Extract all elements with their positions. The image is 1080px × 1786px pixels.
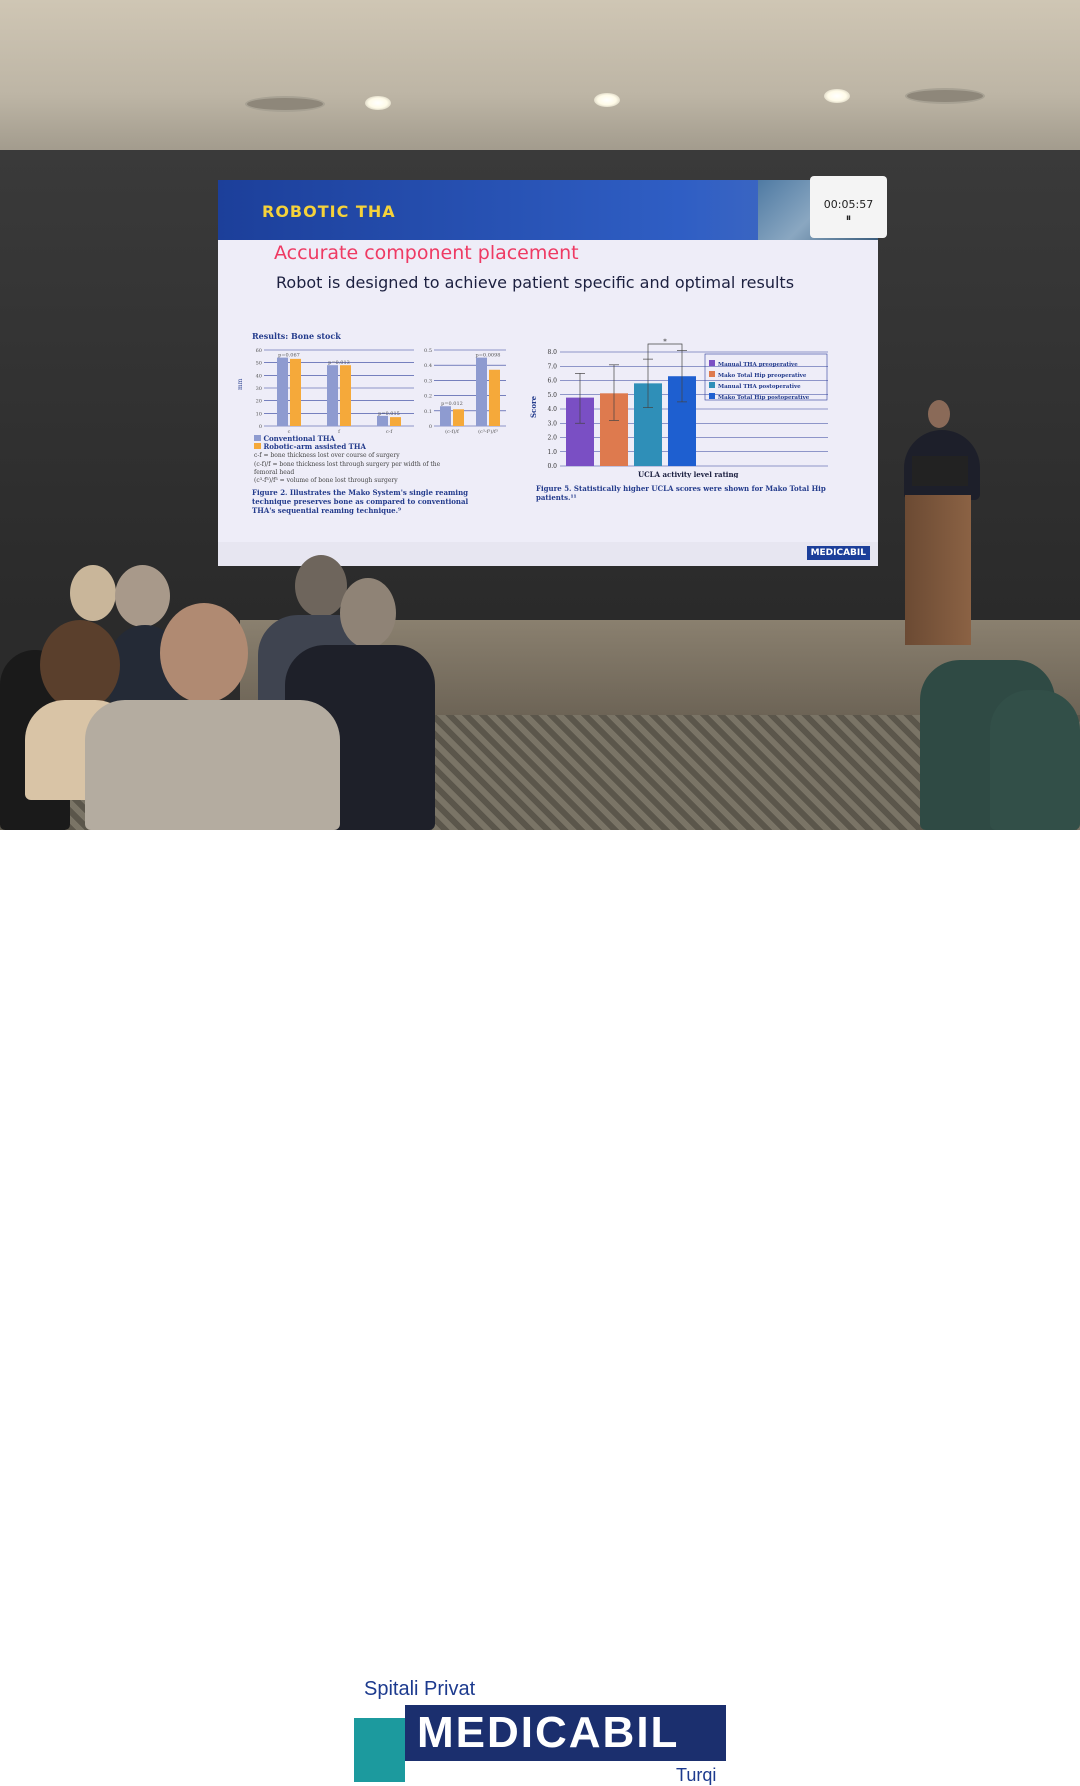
projected-slide: ROBOTIC THA Accurate component placement… — [218, 180, 878, 566]
x-tick-label: (c-f)/f — [445, 428, 460, 435]
logo-bottom-text: Turqi — [676, 1765, 717, 1785]
figure-5-caption: Figure 5. Statistically higher UCLA scor… — [536, 484, 826, 502]
slide-footer-logo: MEDICABIL — [806, 546, 870, 560]
p-value-label: p=0.0098 — [476, 353, 501, 359]
bar-conventional — [277, 357, 288, 426]
y-tick-label: 0.5 — [424, 348, 432, 354]
slide-header: ROBOTIC THA — [218, 180, 878, 240]
bar-conventional — [440, 406, 451, 426]
y-tick-label: 0 — [429, 424, 432, 430]
legend-box — [704, 353, 828, 401]
legend-swatch — [709, 382, 715, 388]
bar-robotic — [390, 417, 401, 426]
note: (c-f)/f = bone thickness lost through su… — [254, 461, 441, 476]
p-value-label: p=0.013 — [328, 360, 350, 366]
podium — [905, 495, 971, 645]
legend-robotic: Robotic-arm assisted THA — [254, 442, 366, 451]
y-tick-label: 3.0 — [547, 420, 557, 427]
ceiling — [0, 0, 1080, 158]
y-tick-label: 0.0 — [547, 463, 557, 470]
x-tick-label: (c³-f³)/f³ — [478, 428, 498, 435]
legend-swatch — [709, 360, 715, 366]
ucla-chart: 0.0 1.0 2.0 3.0 4.0 5.0 6.0 7.0 8.0 Score UCLA act… — [529, 338, 828, 478]
presentation-timer: 00:05:57 ⏸ — [810, 176, 887, 238]
y-tick-label: 40 — [256, 373, 262, 379]
ceiling-light — [594, 93, 620, 107]
bar-robotic — [290, 358, 301, 426]
ceiling-light — [824, 89, 850, 103]
y-tick-label: 30 — [256, 386, 262, 392]
ceiling-vent — [245, 96, 325, 112]
ceiling-vent — [905, 88, 985, 104]
bone-stock-chart: mm 0 10 20 30 40 50 60 p=0.067 c p=0.013 f p=0.015 c-… — [238, 348, 506, 435]
x-axis-label: UCLA activity level rating — [638, 470, 739, 478]
slide-title: ROBOTIC THA — [262, 202, 396, 221]
conference-photo: ROBOTIC THA Accurate component placement… — [0, 0, 1080, 830]
y-tick-label: 1.0 — [547, 449, 557, 456]
significance-marker: * — [663, 338, 667, 346]
slide-lead: Robot is designed to achieve patient spe… — [276, 273, 795, 292]
y-tick-label: 7.0 — [547, 363, 557, 370]
y-tick-label: 5.0 — [547, 392, 557, 399]
logo-top-text: Spitali Privat — [364, 1678, 476, 1700]
p-value-label: p=0.012 — [441, 401, 463, 407]
legend-label: Manual THA postoperative — [718, 384, 801, 390]
y-axis-label: mm — [238, 378, 244, 390]
legend-swatch — [709, 393, 715, 399]
bone-stock-heading: Results: Bone stock — [252, 331, 341, 341]
logo-teal-square — [354, 1718, 405, 1782]
laptop — [912, 456, 968, 486]
y-tick-label: 20 — [256, 399, 262, 405]
note: c-f = bone thickness lost over course of… — [254, 452, 400, 459]
note: (c³-f³)/f³ = volume of bone lost through… — [254, 477, 398, 484]
legend-conventional: Conventional THA — [254, 434, 335, 443]
y-tick-label: 2.0 — [547, 435, 557, 442]
bar-conventional — [327, 365, 338, 426]
bar-robotic — [489, 369, 500, 426]
timer-value: 00:05:57 — [823, 198, 874, 211]
x-tick-label: f — [338, 429, 341, 435]
legend-swatch — [709, 371, 715, 377]
bar-conventional — [377, 415, 388, 426]
logo-name: MEDICABIL — [405, 1705, 726, 1761]
y-tick-label: 0.3 — [424, 378, 432, 384]
bar-robotic — [340, 365, 351, 426]
y-tick-label: 0 — [259, 424, 262, 430]
p-value-label: p=0.015 — [378, 411, 400, 417]
x-tick-label: c-f — [386, 429, 393, 435]
figure-2-caption: Figure 2. Illustrates the Mako System's … — [252, 488, 469, 515]
y-axis-label: Score — [529, 395, 538, 418]
legend-label: Mako Total Hip preoperative — [718, 373, 807, 379]
y-tick-label: 50 — [256, 361, 262, 367]
legend-label: Mako Total Hip postoperative — [718, 395, 810, 401]
y-tick-label: 0.4 — [424, 363, 432, 369]
bar-robotic — [453, 409, 464, 426]
slide-subtitle: Accurate component placement — [274, 242, 579, 264]
y-tick-label: 0.2 — [424, 394, 432, 400]
y-tick-label: 8.0 — [547, 349, 557, 356]
significance-bracket — [647, 343, 683, 360]
y-tick-label: 6.0 — [547, 378, 557, 385]
y-tick-label: 4.0 — [547, 406, 557, 413]
p-value-label: p=0.067 — [278, 353, 300, 359]
ceiling-light — [365, 96, 391, 110]
pause-icon[interactable]: ⏸ — [845, 211, 852, 224]
y-tick-label: 60 — [256, 348, 262, 354]
footer: Spitali Privat MEDICABIL Turqi — [0, 830, 1080, 1785]
x-tick-label: c — [288, 429, 291, 435]
y-tick-label: 10 — [256, 411, 262, 417]
y-tick-label: 0.1 — [424, 409, 432, 415]
bar-conventional — [476, 357, 487, 426]
legend-label: Manual THA preoperative — [718, 362, 798, 368]
